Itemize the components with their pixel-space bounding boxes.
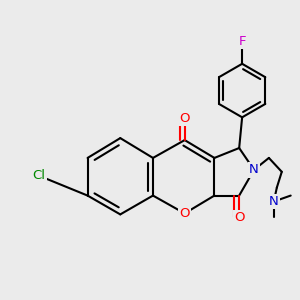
- Text: Cl: Cl: [32, 169, 46, 182]
- Text: O: O: [179, 112, 190, 125]
- Text: N: N: [249, 163, 259, 176]
- Text: N: N: [269, 195, 279, 208]
- Text: F: F: [238, 34, 246, 47]
- Text: O: O: [234, 211, 244, 224]
- Text: O: O: [179, 207, 190, 220]
